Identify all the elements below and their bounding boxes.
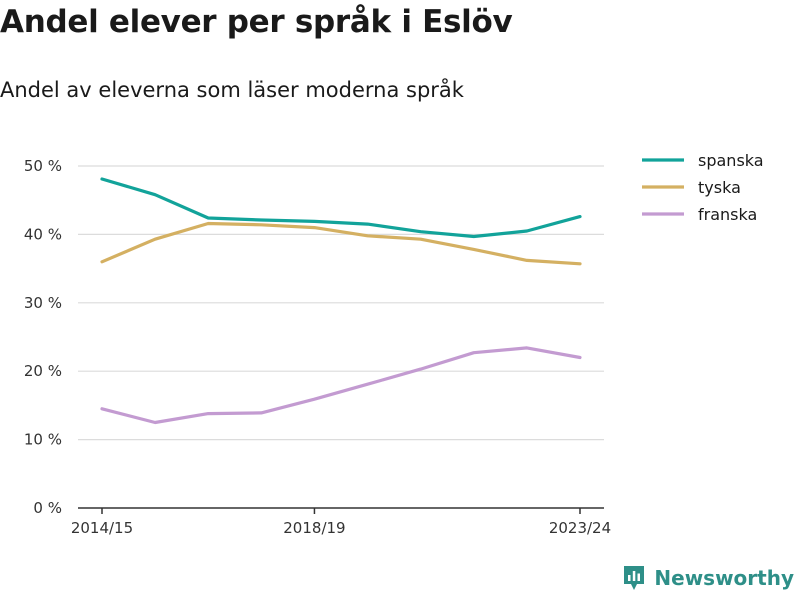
y-tick-label: 50 % — [24, 157, 62, 175]
y-tick-label: 30 % — [24, 294, 62, 312]
series-line-tyska — [100, 221, 582, 266]
x-tick-label: 2023/24 — [549, 519, 611, 537]
series-line-franska — [100, 346, 582, 425]
y-tick-label: 40 % — [24, 225, 62, 243]
y-tick-label: 0 % — [33, 499, 62, 517]
y-tick-label: 10 % — [24, 431, 62, 449]
x-tick-label: 2014/15 — [71, 519, 133, 537]
x-tick-label: 2018/19 — [283, 519, 345, 537]
y-tick-label: 20 % — [24, 362, 62, 380]
series-line-spanska — [100, 177, 582, 239]
legend-label-spanska: spanska — [698, 151, 764, 170]
chart-subtitle: Andel av eleverna som läser moderna språ… — [0, 78, 464, 102]
brand-logo: Newsworthy — [622, 564, 794, 592]
chart-title: Andel elever per språk i Eslöv — [0, 4, 513, 40]
legend-label-franska: franska — [698, 205, 757, 224]
brand-name: Newsworthy — [654, 566, 794, 590]
legend-label-tyska: tyska — [698, 178, 741, 197]
newsworthy-logo-icon — [624, 566, 645, 590]
